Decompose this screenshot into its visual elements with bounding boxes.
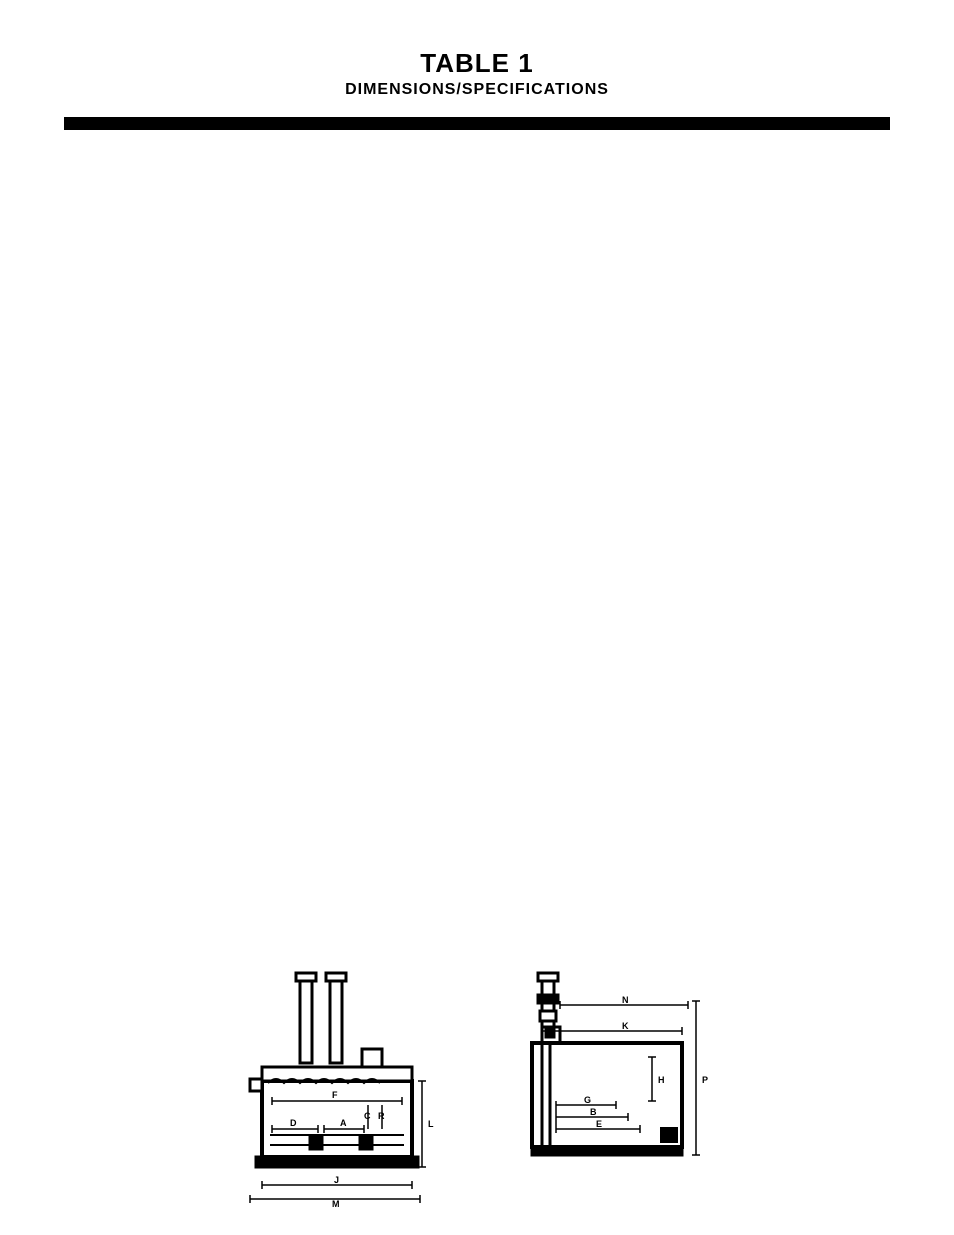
dim-label: M bbox=[332, 1199, 340, 1209]
diagrams-row: F C R L D A J M bbox=[0, 971, 954, 1211]
dim-label: N bbox=[622, 995, 629, 1005]
specifications-table bbox=[64, 117, 890, 130]
dim-label: E bbox=[596, 1119, 602, 1129]
dim-label: R bbox=[378, 1111, 385, 1121]
dim-label: D bbox=[290, 1118, 297, 1128]
dim-label: H bbox=[658, 1075, 665, 1085]
table-row bbox=[64, 130, 890, 131]
dim-label: P bbox=[702, 1075, 708, 1085]
table-title: TABLE 1 bbox=[64, 48, 890, 79]
table-subtitle: DIMENSIONS/SPECIFICATIONS bbox=[64, 81, 890, 99]
table-body bbox=[64, 118, 890, 131]
dim-label: F bbox=[332, 1090, 338, 1100]
dim-label: A bbox=[340, 1118, 347, 1128]
dim-label: B bbox=[590, 1107, 597, 1117]
dim-label: L bbox=[428, 1119, 434, 1129]
dim-label: J bbox=[334, 1175, 339, 1185]
front-view-diagram: F C R L D A J M bbox=[232, 971, 442, 1211]
title-block: TABLE 1 DIMENSIONS/SPECIFICATIONS bbox=[64, 48, 890, 99]
dim-label: C bbox=[364, 1111, 371, 1121]
page: TABLE 1 DIMENSIONS/SPECIFICATIONS bbox=[0, 0, 954, 1235]
dim-label: K bbox=[622, 1021, 629, 1031]
dim-label: G bbox=[584, 1095, 591, 1105]
side-view-diagram: N K H P G B E bbox=[512, 971, 722, 1171]
